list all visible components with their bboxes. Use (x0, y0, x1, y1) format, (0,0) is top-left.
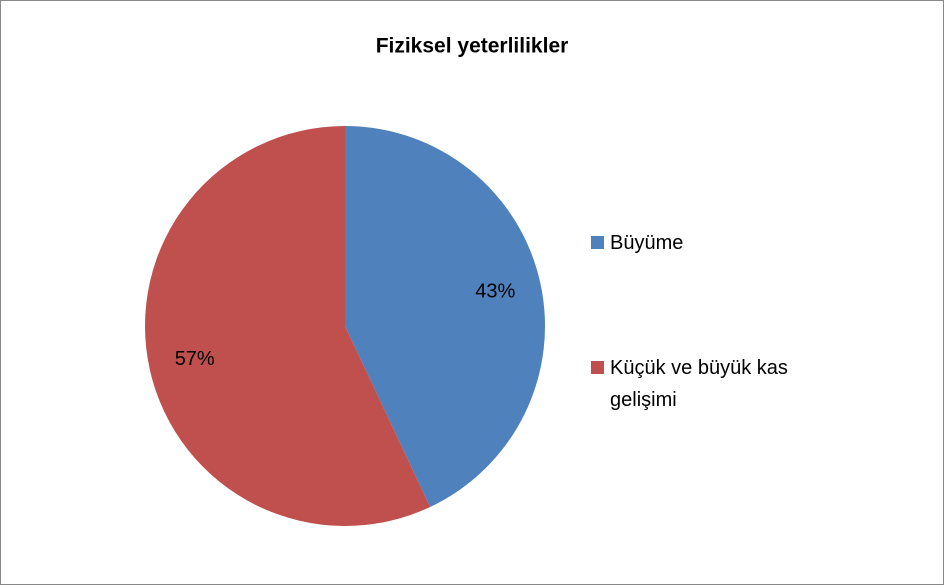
chart-title: Fiziksel yeterlilikler (376, 35, 569, 58)
legend-item: Büyüme (591, 227, 840, 259)
pie-slice (144, 126, 431, 526)
data-label: 43% (475, 281, 515, 303)
legend-swatch (591, 236, 604, 249)
legend-label: Büyüme (610, 232, 684, 254)
legend-item: Küçük ve büyük kas gelişimi (591, 352, 840, 416)
legend-swatch (591, 361, 604, 374)
legend-label: Küçük ve büyük kas gelişimi (610, 357, 788, 411)
pie-slice (345, 126, 545, 507)
data-label: 57% (175, 348, 215, 370)
